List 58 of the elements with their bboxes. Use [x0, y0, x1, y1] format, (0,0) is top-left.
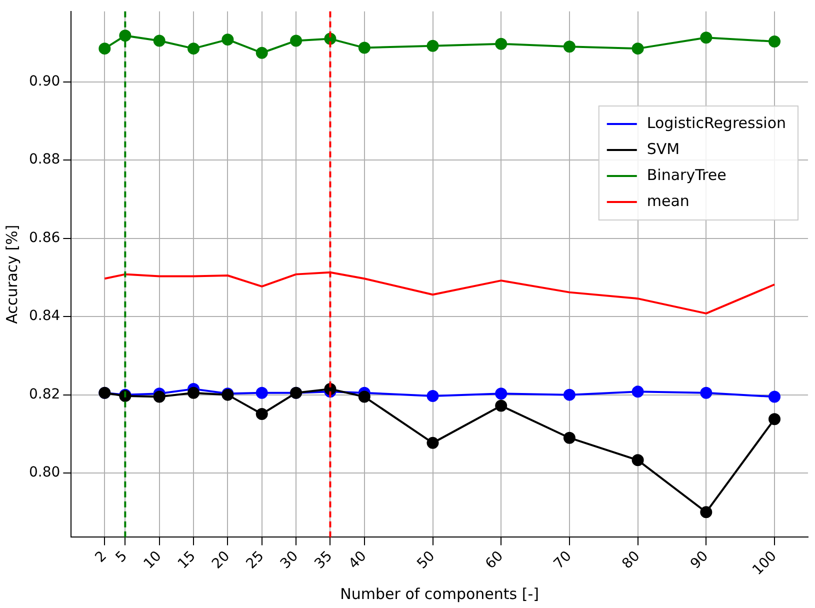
- point: [153, 34, 166, 47]
- y-tick-label: 0.82: [29, 386, 60, 402]
- point: [222, 34, 234, 46]
- x-tick-label: 50: [414, 548, 438, 572]
- x-tick-label: 60: [482, 548, 507, 572]
- x-tick-label: 10: [140, 548, 165, 572]
- point: [632, 386, 644, 398]
- point: [768, 413, 781, 426]
- x-tick-label: 2: [92, 548, 110, 566]
- point: [188, 42, 200, 55]
- point: [98, 42, 111, 55]
- point: [632, 454, 644, 466]
- point: [358, 390, 370, 403]
- point: [700, 506, 712, 518]
- legend-label: LogisticRegression: [646, 114, 786, 132]
- point: [700, 386, 712, 399]
- point: [256, 386, 268, 399]
- point: [768, 390, 781, 403]
- point: [119, 30, 132, 42]
- point: [426, 436, 439, 449]
- point: [426, 390, 439, 402]
- x-tick-label: 90: [688, 548, 712, 572]
- x-tick-label: 40: [346, 548, 370, 572]
- x-tick-label: 80: [619, 548, 644, 572]
- point: [563, 432, 576, 444]
- legend-label: SVM: [646, 140, 680, 158]
- x-tick-label: 70: [550, 548, 575, 572]
- x-tick-label: 30: [278, 548, 302, 572]
- x-axis-title: Number of components [-]: [340, 584, 539, 603]
- x-tick-label: 15: [175, 548, 199, 572]
- point: [290, 34, 302, 47]
- point: [700, 32, 712, 44]
- point: [563, 40, 576, 53]
- y-axis-title: Accuracy [%]: [2, 224, 21, 324]
- point: [495, 388, 508, 400]
- point: [768, 36, 781, 48]
- y-tick-label: 0.84: [29, 308, 60, 324]
- x-tick-label: 5: [112, 548, 131, 566]
- legend-label: mean: [646, 192, 690, 210]
- legend-label: BinaryTree: [646, 166, 726, 184]
- y-tick-label: 0.90: [29, 73, 60, 90]
- point: [256, 46, 268, 59]
- x-tick-label: 20: [209, 548, 234, 572]
- point: [632, 42, 644, 55]
- point: [188, 386, 200, 399]
- point: [153, 390, 166, 403]
- point: [495, 38, 508, 50]
- y-tick-label: 0.86: [29, 230, 60, 246]
- x-tick-label: 25: [243, 548, 268, 572]
- point: [426, 40, 439, 52]
- x-tick-label: 100: [750, 548, 780, 578]
- point: [358, 42, 370, 54]
- point: [256, 408, 268, 420]
- point: [495, 400, 508, 412]
- y-tick-label: 0.88: [29, 152, 60, 168]
- x-tick-label: 35: [312, 548, 336, 572]
- y-tick-label: 0.80: [29, 464, 60, 481]
- point: [563, 388, 576, 401]
